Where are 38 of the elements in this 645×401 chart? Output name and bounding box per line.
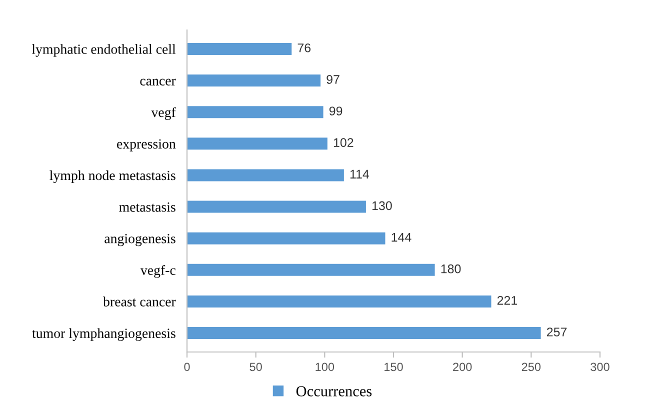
bar bbox=[187, 74, 321, 87]
data-label: 97 bbox=[326, 75, 340, 84]
legend-label: Occurrences bbox=[296, 386, 372, 396]
bar bbox=[187, 138, 328, 150]
bar bbox=[187, 232, 386, 244]
data-label: 130 bbox=[372, 201, 392, 210]
x-tick-label: 0 bbox=[184, 362, 190, 372]
data-label: 180 bbox=[441, 264, 461, 274]
bar bbox=[187, 200, 366, 213]
bar bbox=[187, 169, 344, 182]
y-tick-label: lymph node metastasis bbox=[50, 170, 176, 184]
bar bbox=[187, 42, 292, 55]
bar bbox=[187, 295, 492, 308]
x-tick-label: 200 bbox=[453, 362, 472, 372]
y-tick-label: vegf-c bbox=[140, 265, 176, 278]
y-tick-label: breast cancer bbox=[103, 296, 176, 306]
y-tick-label: expression bbox=[117, 139, 176, 152]
y-tick-label: metastasis bbox=[119, 202, 176, 212]
y-tick-label: vegf bbox=[151, 107, 176, 120]
data-label: 99 bbox=[329, 106, 342, 116]
bar bbox=[187, 327, 541, 340]
x-tick-label: 150 bbox=[384, 362, 403, 372]
y-tick-label: angiogenesis bbox=[104, 234, 176, 246]
data-label: 102 bbox=[334, 138, 354, 148]
data-label: 221 bbox=[497, 296, 518, 305]
bar bbox=[187, 264, 435, 276]
bar bbox=[187, 106, 324, 118]
y-tick-label: tumor lymphangiogenesis bbox=[32, 328, 176, 341]
data-label: 114 bbox=[350, 170, 370, 178]
x-tick-label: 100 bbox=[316, 362, 334, 372]
data-label: 144 bbox=[392, 232, 412, 242]
x-tick-label: 50 bbox=[250, 362, 262, 372]
y-tick-label: lymphatic endothelial cell bbox=[32, 44, 176, 57]
data-label: 76 bbox=[298, 43, 311, 52]
x-tick-label: 250 bbox=[522, 362, 541, 372]
data-label: 257 bbox=[546, 328, 567, 336]
y-tick-label: cancer bbox=[140, 78, 176, 86]
x-tick-label: 300 bbox=[590, 362, 610, 372]
